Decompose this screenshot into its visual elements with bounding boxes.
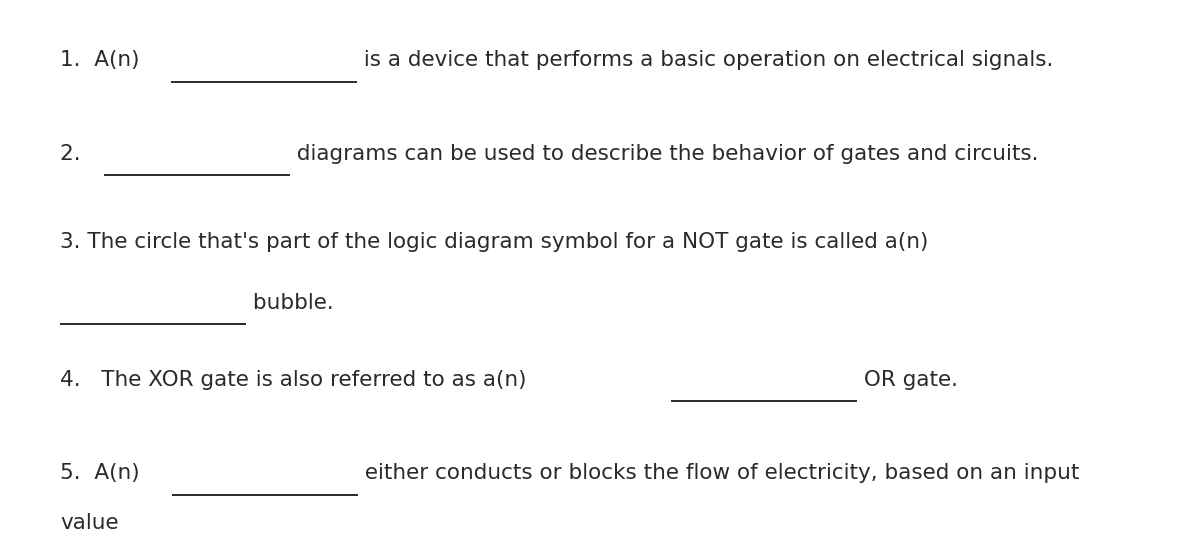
Text: either conducts or blocks the flow of electricity, based on an input: either conducts or blocks the flow of el… xyxy=(358,463,1079,483)
Text: 1.  A(n): 1. A(n) xyxy=(60,50,146,70)
Text: OR gate.: OR gate. xyxy=(857,370,958,390)
Text: is a device that performs a basic operation on electrical signals.: is a device that performs a basic operat… xyxy=(358,50,1054,70)
Text: 5.  A(n): 5. A(n) xyxy=(60,463,146,483)
Text: 2.: 2. xyxy=(60,144,95,164)
Text: value: value xyxy=(60,513,119,533)
Text: diagrams can be used to describe the behavior of gates and circuits.: diagrams can be used to describe the beh… xyxy=(290,144,1039,164)
Text: 4.   The XOR gate is also referred to as a(n): 4. The XOR gate is also referred to as a… xyxy=(60,370,533,390)
Text: bubble.: bubble. xyxy=(246,293,334,312)
Text: 3. The circle that's part of the logic diagram symbol for a NOT gate is called a: 3. The circle that's part of the logic d… xyxy=(60,232,929,252)
